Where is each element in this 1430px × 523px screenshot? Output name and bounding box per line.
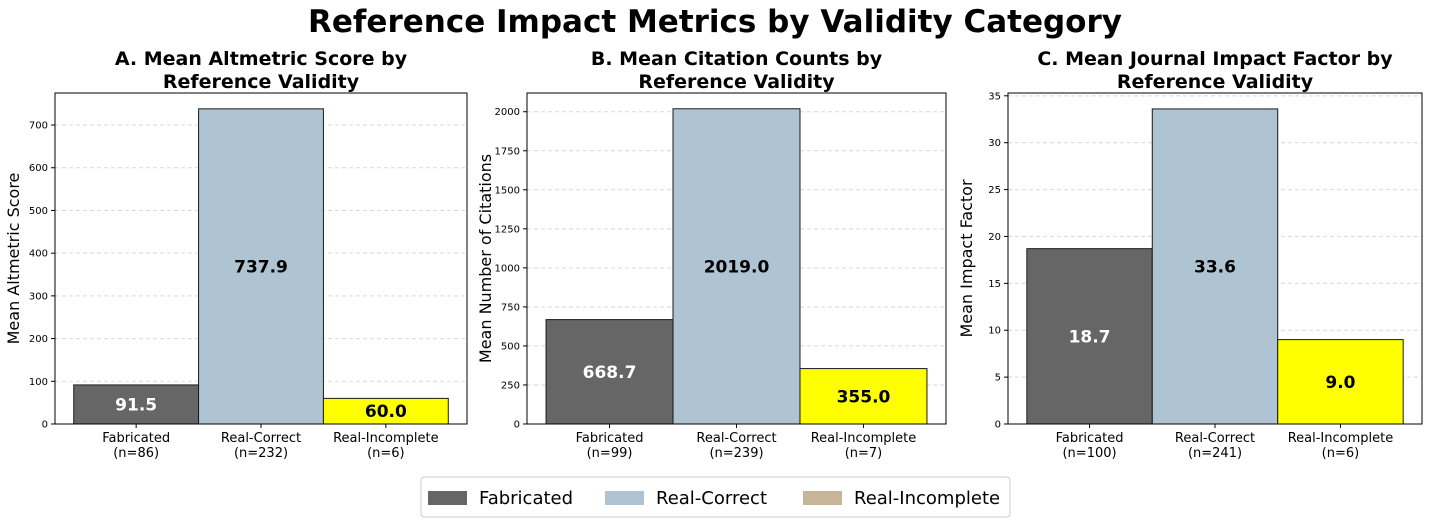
y-tick-label: 15: [988, 279, 1001, 290]
chart-panel-3: C. Mean Journal Impact Factor by Referenc…: [957, 48, 1423, 461]
y-tick-label: 1000: [495, 263, 520, 274]
legend-label: Real-Correct: [656, 488, 767, 509]
chart-panels: A. Mean Altmetric Score by Reference Vali…: [4, 48, 1423, 461]
x-tick-label: Real-Correct (n=239): [696, 431, 776, 461]
axes-frame: [54, 92, 468, 425]
bar-real-incomplete: [1277, 339, 1404, 425]
figure-title: Reference Impact Metrics by Validity Cat…: [308, 4, 1122, 40]
bar-value-label: 60.0: [365, 402, 407, 422]
y-axis-label: Mean Altmetric Score: [4, 173, 23, 345]
bar-real-correct: [198, 108, 324, 425]
x-tick-label: Real-Correct (n=232): [221, 431, 301, 461]
x-tick-label: Real-Incomplete (n=6): [1288, 431, 1394, 461]
y-tick-label: 25: [988, 185, 1001, 196]
y-axis-label: Mean Impact Factor: [957, 179, 976, 338]
legend-label: Real-Incomplete: [854, 488, 1000, 509]
legend-label: Fabricated: [479, 488, 573, 509]
legend-swatch-real-correct: [605, 491, 644, 505]
y-tick-label: 2000: [495, 107, 520, 118]
x-tick-label: Real-Incomplete (n=6): [333, 431, 439, 461]
y-tick-label: 500: [501, 341, 520, 352]
y-tick-label: 1750: [495, 146, 520, 157]
bar-value-label: 2019.0: [704, 257, 770, 277]
y-tick-label: 0: [514, 420, 520, 431]
y-tick-label: 10: [988, 326, 1001, 337]
y-tick-label: 100: [29, 377, 48, 388]
legend: Fabricated Real-Correct Real-Incomplete: [420, 476, 1011, 518]
bar-value-label: 668.7: [583, 363, 637, 383]
y-tick-label: 35: [988, 91, 1001, 102]
panel-title: B. Mean Citation Counts by Reference Vali…: [591, 48, 883, 93]
chart-panel-2: B. Mean Citation Counts by Reference Vali…: [476, 48, 947, 461]
legend-swatch-fabricated: [428, 491, 467, 505]
y-tick-label: 700: [29, 121, 48, 132]
legend-box: [420, 476, 1011, 518]
bar-value-label: 9.0: [1325, 373, 1355, 393]
x-tick-label: Real-Correct (n=241): [1175, 431, 1255, 461]
panel-title: C. Mean Journal Impact Factor by Referenc…: [1037, 48, 1393, 93]
axes-frame: [526, 92, 947, 425]
y-tick-label: 1250: [495, 224, 520, 235]
x-tick-label: Fabricated (n=100): [1056, 431, 1124, 461]
panel-title: A. Mean Altmetric Score by Reference Vali…: [115, 48, 408, 93]
y-tick-label: 30: [988, 138, 1001, 149]
y-axis-label: Mean Number of Citations: [476, 154, 495, 363]
y-tick-label: 400: [29, 249, 48, 260]
legend-swatch-real-incomplete: [803, 491, 842, 505]
bar-value-label: 91.5: [115, 395, 157, 415]
bar-value-label: 737.9: [234, 257, 288, 277]
bar-real-correct: [672, 108, 801, 425]
bar-value-label: 355.0: [837, 387, 891, 407]
y-tick-label: 250: [501, 380, 520, 391]
x-tick-label: Fabricated (n=99): [576, 431, 644, 461]
y-tick-label: 600: [29, 163, 48, 174]
y-tick-label: 20: [988, 232, 1001, 243]
axes-frame: [1007, 92, 1423, 425]
bar-real-correct: [1151, 108, 1279, 425]
y-tick-label: 200: [29, 334, 48, 345]
y-tick-label: 500: [29, 206, 48, 217]
y-tick-label: 5: [995, 373, 1001, 384]
bar-fabricated: [1026, 248, 1153, 425]
y-tick-label: 1500: [495, 185, 520, 196]
chart-panel-1: A. Mean Altmetric Score by Reference Vali…: [4, 48, 468, 461]
bar-real-incomplete: [322, 397, 449, 425]
y-tick-label: 750: [501, 302, 520, 313]
x-tick-label: Fabricated (n=86): [102, 431, 170, 461]
x-tick-label: Real-Incomplete (n=7): [811, 431, 917, 461]
y-tick-label: 0: [995, 420, 1001, 431]
y-tick-label: 300: [29, 291, 48, 302]
bar-value-label: 18.7: [1069, 327, 1111, 347]
bar-fabricated: [545, 319, 674, 425]
y-tick-label: 0: [42, 420, 48, 431]
bar-fabricated: [73, 384, 200, 425]
bar-value-label: 33.6: [1194, 257, 1236, 277]
